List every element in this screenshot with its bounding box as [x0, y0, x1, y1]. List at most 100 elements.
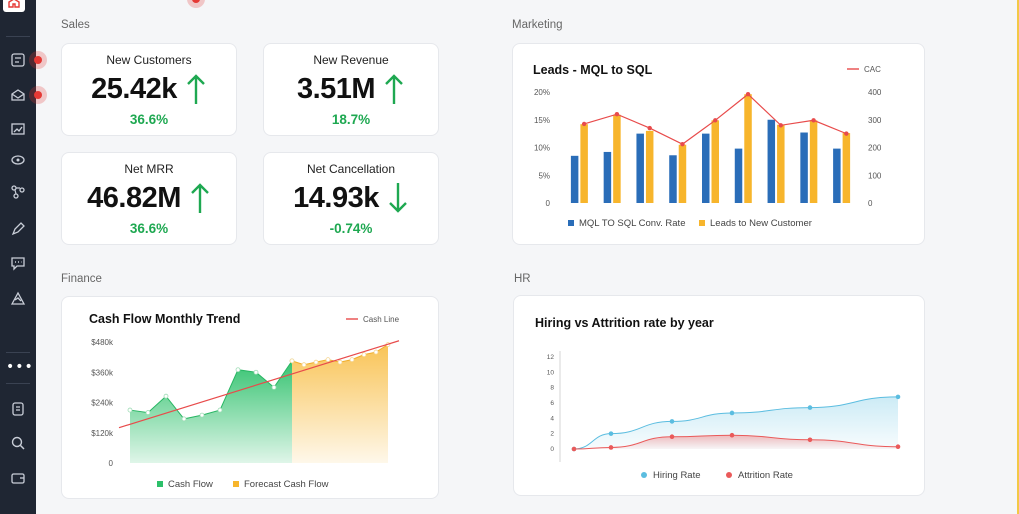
section-title-marketing: Marketing: [512, 19, 563, 31]
sidebar-divider: [6, 383, 30, 384]
kpi-value: 25.42k: [91, 72, 177, 105]
cashflow-chart: $480k $360k $240k $120k 0 Cash Line Cash Flow F…: [91, 315, 400, 490]
chart-title: Leads - MQL to SQL: [533, 63, 653, 77]
y-axis-tick-right: 100: [868, 171, 882, 180]
legend-swatch-cashflow: [157, 481, 163, 487]
cashflow-point: [181, 416, 187, 422]
legend-label-attrition: Attrition Rate: [738, 470, 793, 481]
bar-mql-sql: [669, 155, 677, 203]
cac-point: [713, 118, 718, 123]
kpi-value-row: 25.42k: [62, 72, 236, 106]
search-icon[interactable]: [7, 432, 29, 454]
kpi-change: -0.74%: [329, 221, 373, 236]
cac-point: [614, 112, 620, 117]
kpi-value: 14.93k: [293, 181, 379, 214]
hr-chart: 12 10 8 6 4 2 0 Hiring Rate Attrition Rate: [547, 351, 901, 481]
chart-card-hr[interactable]: Hiring vs Attrition rate by year 12 10 8 6 4…: [513, 295, 925, 496]
y-axis-tick-right: 300: [868, 116, 882, 125]
cashflow-point: [271, 384, 277, 390]
bar-mql-sql: [767, 119, 776, 203]
more-icon[interactable]: •••: [6, 359, 34, 375]
kpi-card-new-customers[interactable]: New Customers 25.42k 36.6%: [61, 43, 237, 136]
legend-swatch-leads: [699, 220, 705, 226]
arrow-up-icon: [385, 74, 403, 104]
y-axis-tick-right: 200: [868, 144, 882, 153]
legend-swatch-hiring: [641, 472, 647, 478]
legend-label-cac: CAC: [864, 65, 881, 74]
cashflow-line: [129, 360, 293, 420]
cash-line: [118, 340, 400, 429]
legend-label-hiring: Hiring Rate: [653, 470, 701, 481]
sidebar: •••: [0, 0, 47, 514]
hiring-point: [895, 394, 901, 400]
kpi-label: Net Cancellation: [306, 162, 396, 176]
cashflow-point: [235, 367, 241, 373]
analytics-icon[interactable]: [7, 287, 29, 309]
hiring-point: [729, 410, 735, 416]
sidebar-divider: [6, 352, 30, 353]
y-axis-tick: 6: [550, 400, 554, 407]
edit-icon[interactable]: [7, 218, 29, 240]
y-axis-tick-left: 5%: [538, 171, 550, 180]
legend-label-mql: MQL TO SQL Conv. Rate: [579, 218, 685, 229]
kpi-label: Net MRR: [124, 162, 174, 176]
campaigns-icon[interactable]: [7, 49, 29, 71]
y-axis-tick: 2: [550, 431, 554, 438]
hiring-area: [574, 396, 898, 449]
kpi-label: New Customers: [106, 53, 192, 67]
mail-icon[interactable]: [7, 84, 29, 106]
home-icon[interactable]: [3, 0, 25, 12]
y-axis-tick-left: 15%: [534, 116, 550, 125]
legend-label-cash: Cash Line: [363, 315, 400, 324]
bar-leads-customer: [744, 94, 752, 203]
hiring-point: [669, 419, 675, 424]
chart-card-leads[interactable]: Leads - MQL to SQL 20% 15% 10% 5% 0 400 300 200…: [512, 43, 925, 245]
links-icon[interactable]: [7, 149, 29, 171]
kpi-change: 36.6%: [129, 112, 169, 127]
kpi-value-row: 3.51M: [264, 72, 438, 106]
cac-point: [581, 121, 587, 127]
arrow-down-icon: [388, 183, 407, 213]
kpi-value-row: 46.82M: [62, 181, 236, 215]
kpi-value-row: 14.93k: [264, 181, 438, 215]
attrition-point: [608, 445, 614, 450]
y-axis-tick: 12: [547, 354, 555, 361]
kpi-value: 3.51M: [296, 72, 376, 105]
kpi-card-net-mrr[interactable]: Net MRR 46.82M 36.6%: [61, 152, 237, 245]
wallet-icon[interactable]: [7, 467, 29, 489]
kpi-value: 46.82M: [87, 181, 181, 214]
forecast-area: [292, 344, 388, 463]
sidebar-divider: [6, 36, 30, 37]
cac-point: [745, 92, 751, 97]
section-title-sales: Sales: [61, 19, 90, 31]
attrition-point: [571, 446, 577, 452]
cac-point: [778, 123, 784, 128]
attrition-point: [669, 434, 675, 440]
docs-icon[interactable]: [7, 398, 29, 420]
y-axis-tick: 10: [547, 369, 555, 376]
kpi-card-new-revenue[interactable]: New Revenue 3.51M 18.7%: [263, 43, 439, 136]
legend-swatch-forecast: [233, 481, 239, 487]
bar-leads-customer: [580, 124, 588, 203]
kpi-label: New Revenue: [313, 53, 389, 67]
y-axis-tick: $360k: [91, 368, 114, 377]
hiring-point: [807, 405, 813, 410]
flow-icon[interactable]: [7, 181, 29, 203]
scroll-edge: [1017, 0, 1019, 514]
forecast-point: [337, 359, 343, 365]
kpi-change: 36.6%: [129, 221, 169, 236]
chart-card-cashflow[interactable]: Cash Flow Monthly Trend $480k $360k $240k $…: [61, 296, 439, 499]
bar-leads-customer: [842, 133, 851, 203]
kpi-card-net-cancellation[interactable]: Net Cancellation 14.93k -0.74%: [263, 152, 439, 245]
y-axis-tick: 0: [550, 446, 554, 453]
cac-point: [647, 125, 652, 131]
hiring-point: [608, 431, 614, 436]
legend-swatch-mql: [568, 220, 574, 226]
reports-icon[interactable]: [7, 118, 29, 140]
arrow-up-icon: [186, 74, 205, 104]
cashflow-point: [127, 407, 133, 413]
forecast-point: [301, 362, 307, 368]
leads-chart: 20% 15% 10% 5% 0 400 300 200 100 0 CAC MQL TO SQL C…: [534, 65, 882, 229]
chat-icon[interactable]: [7, 252, 29, 274]
cashflow-point: [199, 412, 205, 418]
